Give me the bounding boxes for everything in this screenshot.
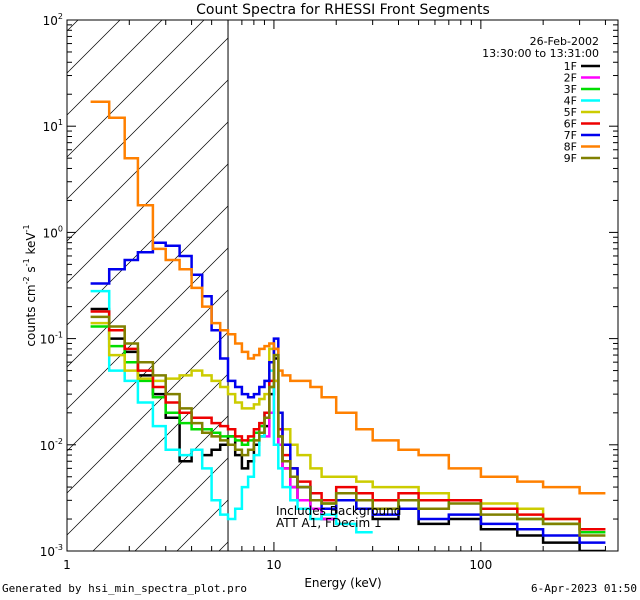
series-line-7F [90,241,606,544]
hatch-line [67,121,229,284]
legend-label-1F: 1F [564,60,577,73]
series-group [90,20,606,551]
hatch-line [67,79,229,242]
legend-label-7F: 7F [564,129,577,142]
time-range-text: 13:30:00 to 13:31:00 [482,47,599,60]
footer-generated-by: Generated by hsi_min_spectra_plot.pro [2,582,248,595]
background-annotation: Includes Background ATT A1, FDecim 1 [276,504,401,530]
series-line-6F [90,310,606,531]
y-tick-label: 100 [43,224,63,240]
series-line-2F [264,379,337,521]
y-tick-label: 101 [43,118,63,134]
legend-label-3F: 3F [564,83,577,96]
y-tick-label: 10-1 [40,331,63,347]
footer-timestamp: 6-Apr-2023 01:50 [531,582,637,595]
hatch-line [67,20,163,116]
y-tick-label: 10-2 [40,437,63,453]
legend-label-6F: 6F [564,118,577,131]
series-line-4F [90,289,373,534]
hatch-line [134,457,229,551]
date-text: 26-Feb-2002 [530,35,599,48]
excluded-region-hatch [67,20,229,551]
hatch-line [92,415,229,551]
hatch-line [67,37,229,200]
legend-label-2F: 2F [564,72,577,85]
legend-label-9F: 9F [564,152,577,165]
legend-label-8F: 8F [564,141,577,154]
y-tick-label: 102 [43,12,63,28]
hatch-line [67,20,121,74]
x-tick-label: 100 [469,558,492,572]
x-tick-label: 1 [63,558,71,572]
chart-title: Count Spectra for RHESSI Front Segments [196,2,490,18]
hatch-line [67,163,229,326]
plot-frame [66,19,619,552]
hatch-line [67,331,229,494]
x-axis-label: Energy (keV) [304,576,381,590]
legend-label-5F: 5F [564,106,577,119]
hatch-line [67,20,79,32]
series-line-9F [90,315,606,537]
x-tick-label: 10 [266,558,281,572]
annotation-line-2: ATT A1, FDecim 1 [276,516,382,530]
axes: 1 10 100 10-3 10-2 10-1 100 101 102 [40,12,618,572]
y-axis-label: counts cm-2 s-1 keV-1 [22,224,38,346]
series-line-8F [90,100,606,495]
legend-label-4F: 4F [564,95,577,108]
annotation-line-1: Includes Background [276,504,401,518]
y-axis-label-text: counts cm-2 s-1 keV-1 [22,224,38,346]
hatch-line [67,373,229,536]
hatch-line [67,20,205,158]
hatch-line [67,289,229,452]
series-line-5F [90,321,606,531]
hatch-line [67,205,229,368]
date-time-info: 26-Feb-2002 13:30:00 to 13:31:00 [482,35,599,60]
y-tick-label: 10-3 [40,543,63,559]
